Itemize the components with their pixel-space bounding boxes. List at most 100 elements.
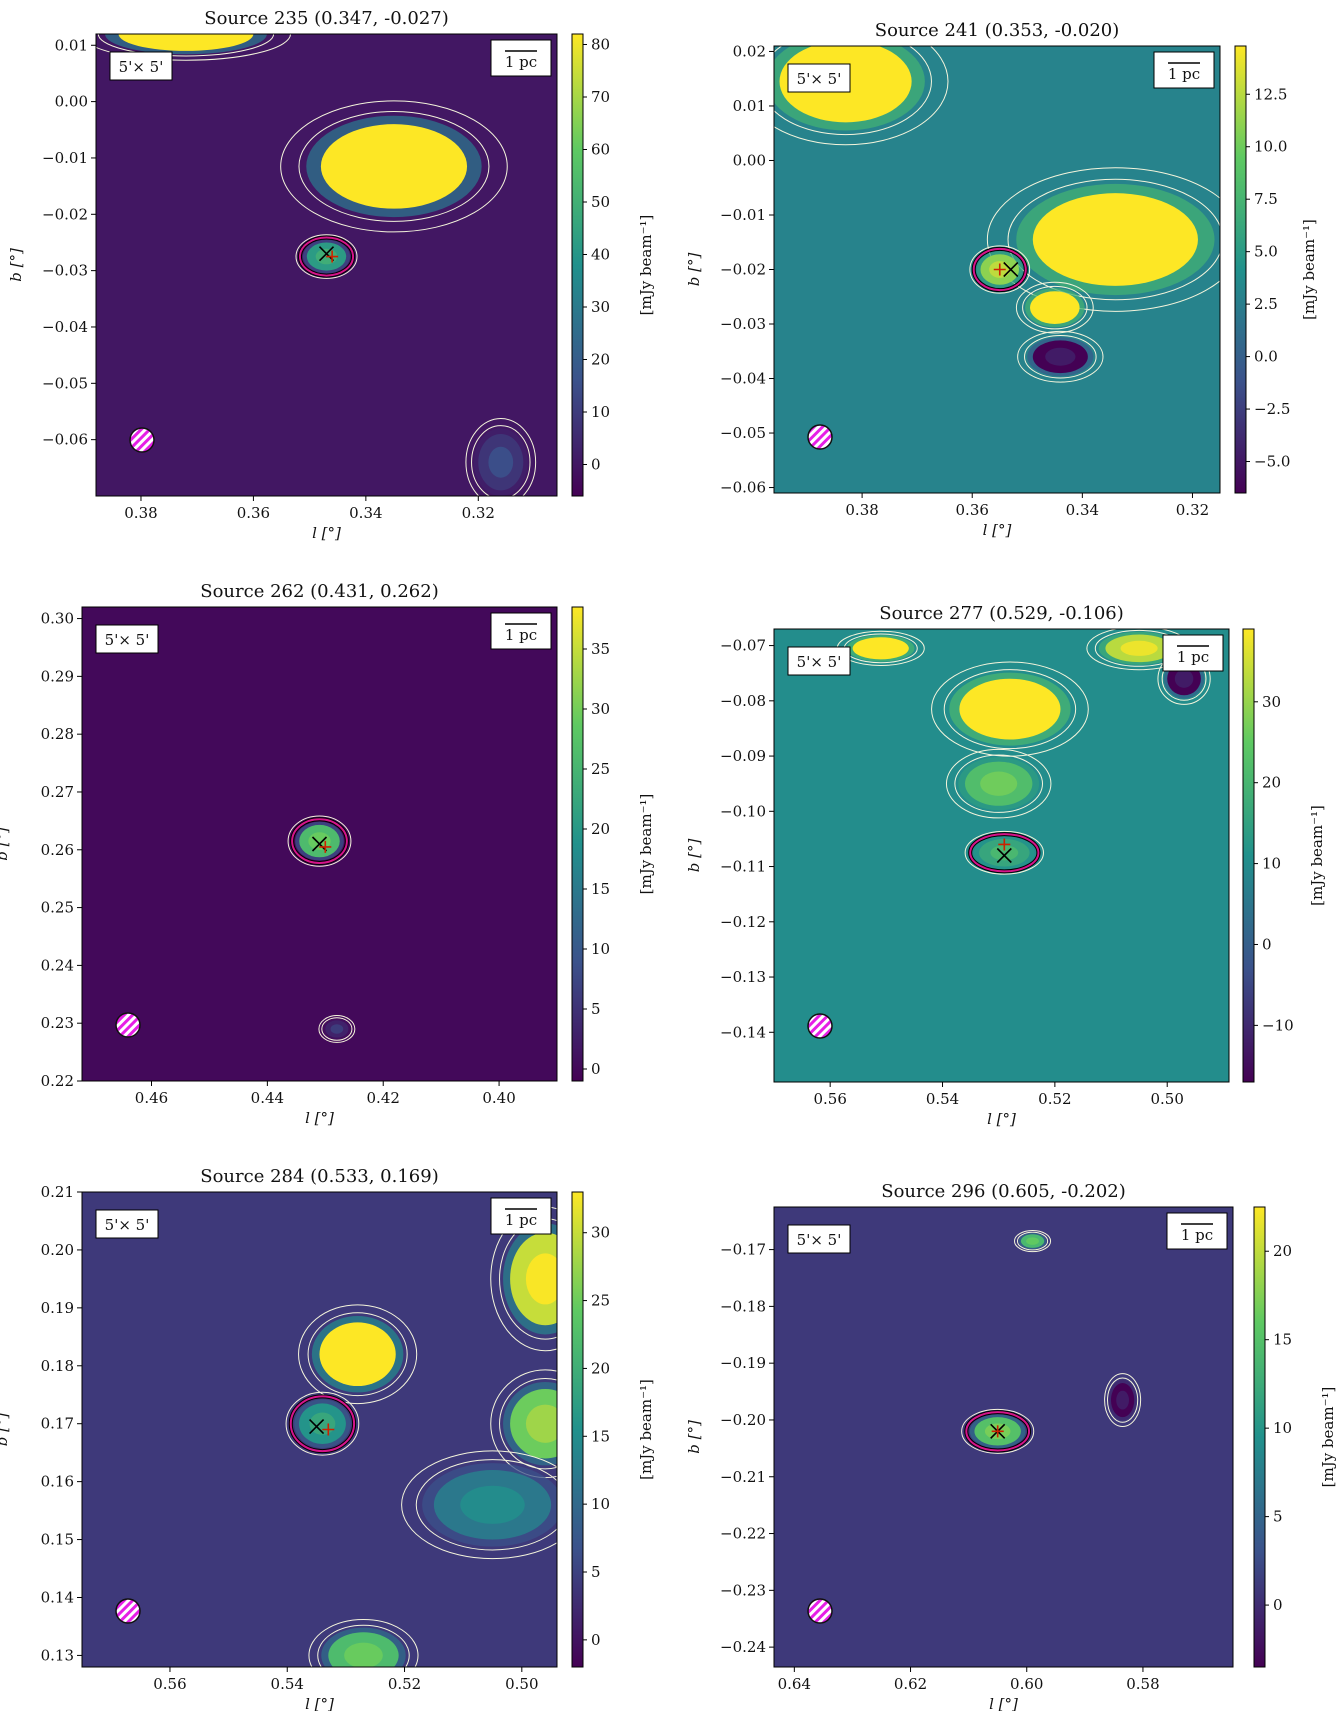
field-size-label: 5'× 5' [105, 1216, 150, 1234]
colorbar-tick-label: 15 [591, 1427, 610, 1445]
x-tick-label: 0.52 [388, 1675, 421, 1693]
contour-line [1007, 178, 1220, 301]
field-size-box [95, 624, 159, 654]
emission-peak [525, 1253, 557, 1305]
colorbar-tick-label: 25 [591, 760, 610, 778]
colorbar-tick-label: 30 [591, 700, 610, 718]
panel-title: Source 235 (0.347, -0.027) [204, 8, 449, 29]
beam-size-icon [807, 424, 833, 450]
contour-line [969, 245, 1031, 294]
emission-peak [1120, 640, 1158, 656]
scale-bar-label: 1 pc [505, 1211, 537, 1229]
colorbar-tick-label: 30 [591, 1224, 610, 1242]
emission-peak [1174, 669, 1194, 688]
colorbar-tick-label: −2.5 [1254, 400, 1290, 418]
colorbar-tick-label: 0 [1273, 1596, 1283, 1614]
colorbar-tick-label: 30 [591, 298, 610, 316]
y-tick-label: 0.25 [41, 899, 74, 917]
axes-frame [773, 628, 1230, 1083]
y-tick-label: −0.03 [720, 315, 766, 333]
axes-frame [81, 1191, 558, 1668]
y-tick-label: 0.30 [41, 610, 74, 628]
source-aperture [969, 833, 1040, 873]
x-tick-label: 0.40 [482, 1089, 515, 1107]
axes-frame [81, 606, 558, 1082]
colorbar-tick-label: −10 [1262, 1016, 1294, 1034]
colorbar-tick-label: 7.5 [1254, 190, 1278, 208]
contour-line [1024, 334, 1097, 379]
contour-line [774, 46, 949, 146]
x-tick-label: 0.32 [462, 504, 495, 522]
emission-blob [1030, 291, 1080, 325]
peak-position-marker [319, 840, 332, 853]
contour-line [295, 234, 358, 279]
field-size-box [787, 1224, 851, 1254]
colorbar [571, 33, 584, 497]
colorbar-tick-label: 5 [591, 1000, 601, 1018]
emission-blob [959, 678, 1061, 740]
y-axis-label: b [°] [685, 839, 703, 873]
y-tick-label: 0.20 [41, 1241, 74, 1259]
colorbar-tick-label: 10 [1262, 855, 1281, 873]
colorbar-tick-label: 5.0 [1254, 243, 1278, 261]
field-size-box [787, 63, 851, 93]
y-axis-label: b [°] [685, 253, 703, 287]
colorbar-label: [mJy beam⁻¹] [637, 1379, 655, 1480]
emission-blob [852, 637, 909, 660]
colorbar-tick-label: 10.0 [1254, 138, 1287, 156]
beam-size-icon [115, 1598, 141, 1624]
colorbar-tick-label: 20 [591, 1359, 610, 1377]
x-tick-label: 0.54 [271, 1675, 304, 1693]
contour-line [1016, 1231, 1049, 1251]
y-tick-label: 0.15 [41, 1531, 74, 1549]
source-aperture [972, 247, 1027, 292]
contour-line [308, 1619, 419, 1667]
image-map [774, 1207, 1233, 1667]
source-aperture [289, 1395, 356, 1453]
y-tick-label: −0.23 [720, 1581, 766, 1599]
colorbar-tick-label: 0 [591, 456, 601, 474]
contour-line [307, 1312, 408, 1397]
x-tick-label: 0.56 [153, 1675, 186, 1693]
peak-position-marker [993, 263, 1006, 276]
panel-5: 5'× 5' 1 pc Source 284 (0.533, 0.169) 0.56 0… [0, 1166, 655, 1711]
panel-1: 5'× 5' 1 pc Source 235 (0.347, -0.027) 0.38… [7, 8, 655, 542]
panel-title: Source 296 (0.605, -0.202) [881, 1181, 1126, 1202]
y-tick-label: −0.18 [720, 1297, 766, 1315]
y-tick-label: −0.17 [720, 1241, 766, 1259]
colorbar-tick-label: 2.5 [1254, 295, 1278, 313]
beam-size-icon [807, 1598, 833, 1624]
scale-bar-label: 1 pc [505, 626, 537, 644]
x-axis-label: l [°] [989, 1695, 1018, 1711]
colorbar-tick-label: 10 [591, 1495, 610, 1513]
source-position-marker [318, 246, 335, 262]
scale-bar-box [1166, 1212, 1228, 1250]
source-aperture [291, 818, 348, 864]
y-tick-label: −0.21 [720, 1468, 766, 1486]
y-tick-label: −0.13 [720, 968, 766, 986]
emission-blob [118, 34, 254, 51]
emission-peak [525, 1404, 557, 1443]
x-tick-label: 0.38 [845, 501, 878, 519]
contour-line [415, 1459, 557, 1551]
image-map [82, 1192, 557, 1667]
y-tick-label: 0.14 [41, 1588, 74, 1606]
colorbar-tick-label: 20 [1273, 1242, 1292, 1260]
y-tick-label: 0.24 [41, 956, 74, 974]
y-axis-label: b [°] [7, 248, 25, 282]
y-tick-label: 0.27 [41, 783, 74, 801]
field-size-label: 5'× 5' [119, 58, 164, 76]
y-tick-label: −0.24 [720, 1638, 766, 1656]
y-tick-label: −0.04 [42, 318, 88, 336]
emission-peak [488, 446, 514, 478]
colorbar-tick-label: 15 [1273, 1331, 1292, 1349]
contour-line [499, 1378, 557, 1470]
scale-bar-label: 1 pc [1181, 1226, 1213, 1244]
contour-line [280, 100, 508, 233]
x-tick-label: 0.62 [894, 1675, 927, 1693]
x-axis-label: l [°] [983, 521, 1012, 539]
y-tick-label: −0.14 [720, 1023, 766, 1041]
contour-line [285, 1391, 360, 1456]
scale-bar-box [1153, 51, 1215, 89]
source-position-marker [309, 1419, 325, 1435]
